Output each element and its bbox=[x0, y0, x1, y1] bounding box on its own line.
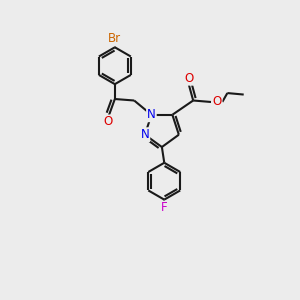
Text: F: F bbox=[161, 202, 168, 214]
Text: N: N bbox=[147, 108, 156, 121]
Text: N: N bbox=[141, 128, 149, 141]
Text: O: O bbox=[104, 116, 113, 128]
Text: Br: Br bbox=[108, 32, 122, 46]
Text: O: O bbox=[212, 95, 222, 109]
Text: O: O bbox=[184, 72, 193, 85]
